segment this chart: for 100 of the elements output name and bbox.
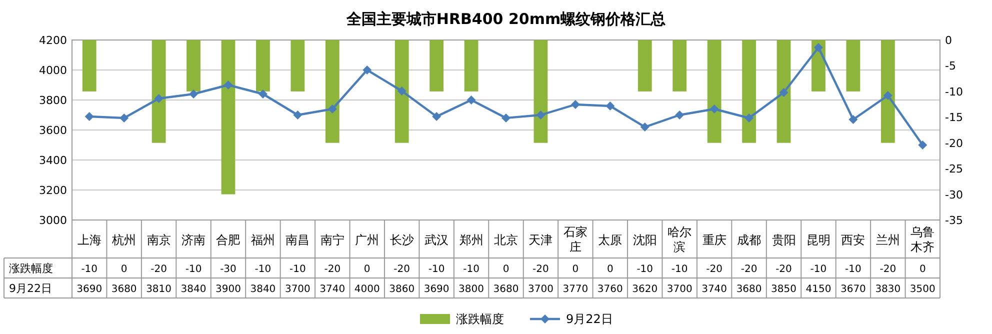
y2-tick-label: -20 (945, 136, 963, 150)
x-tick-label: 南京 (146, 233, 171, 247)
x-tick-label: 西安 (841, 233, 866, 247)
data-label: 0 (502, 264, 510, 275)
x-tick-label: 成都 (737, 233, 762, 247)
data-label: -10 (428, 264, 445, 275)
y-tick-label: 3000 (39, 214, 67, 227)
point (918, 140, 928, 150)
data-label: -10 (254, 264, 272, 275)
y-tick-label: 4000 (39, 64, 67, 77)
point (120, 114, 129, 122)
y-tick-label: 3400 (39, 154, 67, 167)
y2-tick-label: -30 (945, 188, 963, 202)
data-label: 3900 (216, 284, 241, 295)
x-tick-label: 乌鲁木齐 (910, 225, 935, 254)
x-tick-label: 合肥 (216, 233, 240, 247)
data-label: 3700 (528, 284, 554, 295)
chart-title: 全国主要城市HRB400 20mm螺纹钢价格汇总 (345, 10, 666, 28)
data-label: 3680 (493, 284, 519, 295)
data-label: -20 (324, 264, 341, 275)
y2-tick-label: -10 (945, 85, 963, 98)
x-tick-label: 济南 (182, 233, 206, 247)
point (154, 94, 164, 103)
x-tick-label: 福州 (250, 233, 275, 247)
point (189, 90, 198, 98)
data-label: 0 (364, 264, 370, 275)
x-tick-label: 广州 (355, 233, 380, 247)
data-label: 3850 (771, 284, 796, 295)
data-label: -20 (706, 264, 722, 275)
data-label: 3740 (320, 284, 346, 295)
x-tick-label: 郑州 (459, 233, 484, 247)
data-label: 0 (572, 264, 579, 275)
point (502, 114, 510, 122)
x-tick-label: 哈尔滨 (668, 225, 692, 254)
data-label: 3840 (250, 284, 276, 295)
data-label: 3500 (910, 284, 936, 295)
data-label: 3690 (76, 284, 102, 295)
y2-tick-label: -35 (945, 214, 963, 227)
x-tick-label: 天津 (528, 233, 553, 247)
y-tick-label: 3200 (39, 184, 67, 197)
legend-label: 涨跌幅度 (456, 312, 504, 326)
point (258, 90, 268, 98)
data-label: 3740 (702, 284, 728, 295)
data-label: 0 (919, 264, 926, 275)
point (675, 110, 684, 120)
data-label: -20 (880, 264, 896, 275)
point (397, 86, 406, 96)
data-label: 3680 (111, 284, 137, 295)
point (744, 114, 754, 122)
legend-label: 9月22日 (566, 312, 613, 326)
x-tick-label: 南宁 (320, 233, 344, 247)
x-tick-label: 武汉 (424, 233, 449, 247)
data-label: -10 (185, 264, 202, 275)
point (640, 122, 650, 132)
x-tick-label: 重庆 (702, 233, 726, 247)
data-label: -20 (532, 264, 549, 275)
point (606, 102, 615, 110)
data-label: -20 (776, 264, 792, 275)
data-label: -10 (463, 264, 480, 275)
y-tick-label: 3800 (39, 94, 67, 107)
y-tick-label: 4200 (39, 34, 67, 47)
x-tick-label: 南昌 (286, 233, 310, 247)
data-label: -10 (845, 264, 862, 275)
data-label: 3800 (458, 284, 484, 295)
data-label: 3840 (180, 284, 206, 295)
x-tick-label: 长沙 (390, 233, 414, 247)
point (293, 110, 302, 120)
point (536, 110, 546, 120)
point (328, 104, 337, 114)
x-tick-label: 北京 (494, 233, 518, 247)
point (779, 88, 788, 97)
x-tick-label: 兰州 (876, 233, 900, 247)
point (84, 112, 94, 121)
text: 9月22日 (9, 282, 52, 295)
point (883, 91, 892, 100)
data-label: 3670 (840, 284, 866, 295)
data-label: 4000 (354, 284, 380, 295)
x-tick-label: 昆明 (806, 233, 830, 247)
x-tick-label: 石家庄 (563, 225, 588, 254)
data-label: -30 (220, 264, 236, 275)
text: 涨跌幅度 (9, 262, 53, 275)
data-label: 3700 (666, 284, 692, 295)
data-label: 3810 (146, 284, 172, 295)
y2-tick-label: 0 (945, 34, 952, 47)
point (224, 80, 233, 90)
data-label: 0 (120, 264, 128, 275)
y2-tick-label: -25 (945, 162, 963, 176)
x-tick-label: 沈阳 (632, 233, 657, 247)
x-tick-label: 太原 (598, 233, 622, 247)
data-label: 3690 (424, 284, 450, 295)
data-label: 4150 (806, 284, 832, 295)
data-label: 3760 (597, 284, 623, 295)
data-label: -20 (150, 264, 167, 275)
data-label: 3860 (389, 284, 415, 295)
point (848, 115, 858, 124)
data-label: -10 (290, 264, 306, 275)
data-label: -10 (636, 264, 654, 275)
y2-tick-label: -5 (945, 60, 956, 73)
point (570, 100, 580, 109)
x-tick-label: 杭州 (111, 233, 136, 247)
